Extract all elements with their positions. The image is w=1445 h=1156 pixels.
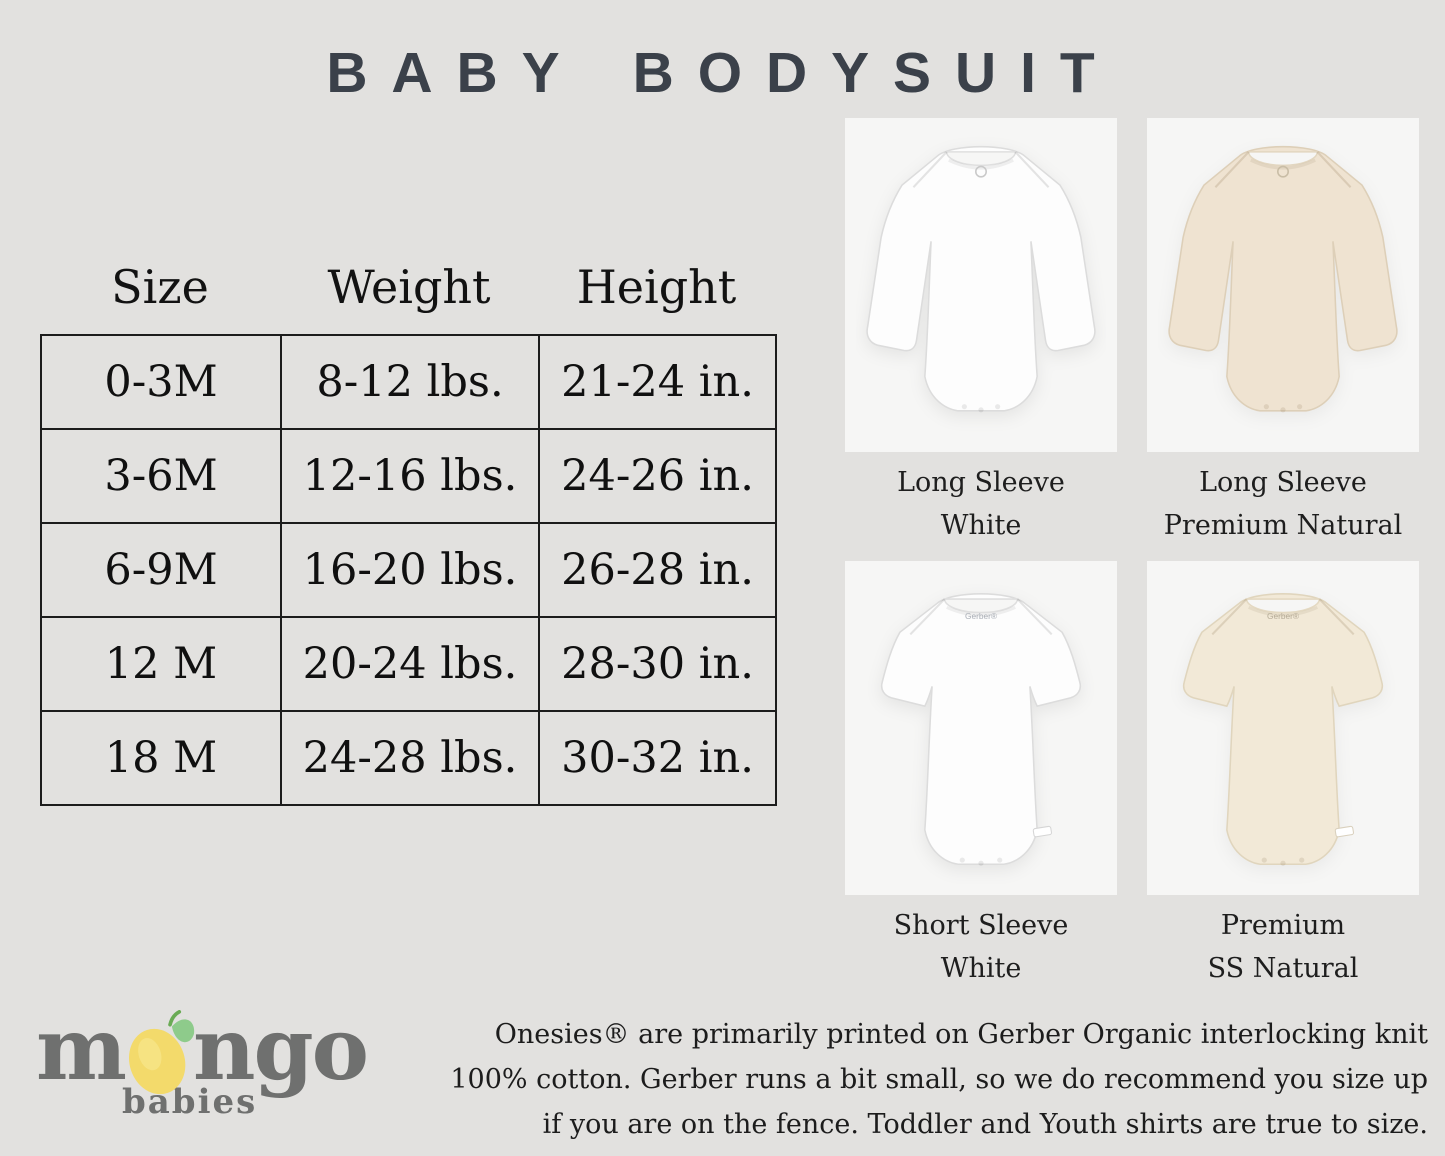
- column-header-size: Size: [111, 260, 209, 314]
- weight-cell: 24-28 lbs.: [280, 710, 540, 806]
- gerber-neck-label: Gerber®: [965, 611, 997, 621]
- footnote-line: 100% cotton. Gerber runs a bit small, so…: [450, 1064, 1428, 1095]
- mango-icon: [128, 1010, 195, 1095]
- product-caption-line2: White: [940, 953, 1022, 984]
- product-card-short-sleeve-white: Gerber® Short Sleeve White: [845, 561, 1117, 1004]
- footnote-line: Onesies® are primarily printed on Gerber…: [494, 1019, 1428, 1050]
- product-caption-line1: Long Sleeve: [1199, 467, 1367, 498]
- product-caption-line2: White: [940, 510, 1022, 541]
- size-cell: 18 M: [40, 710, 282, 806]
- page-title: BABY BODYSUIT: [326, 41, 1119, 105]
- size-chart-table: 0-3M 8-12 lbs. 21-24 in. 3-6M 12-16 lbs.…: [40, 334, 777, 806]
- product-card-long-sleeve-premium-natural: Long Sleeve Premium Natural: [1147, 118, 1419, 561]
- product-card-long-sleeve-white: Long Sleeve White: [845, 118, 1117, 561]
- product-caption: Premium SS Natural: [1208, 895, 1359, 1004]
- size-chart: Size Weight Height 0-3M 8-12 lbs. 21-24 …: [40, 252, 777, 806]
- size-cell: 0-3M: [40, 334, 282, 430]
- brand-name: m ngo: [36, 996, 369, 1100]
- column-header-weight: Weight: [327, 260, 491, 314]
- brand-logo: m ngo babies: [36, 996, 369, 1122]
- weight-cell: 8-12 lbs.: [280, 334, 540, 430]
- side-hem-tag: [1032, 825, 1052, 838]
- size-cell: 12 M: [40, 616, 282, 712]
- footnote: Onesies® are primarily printed on Gerber…: [450, 1012, 1428, 1147]
- product-gallery: Long Sleeve White Long Sleeve: [845, 118, 1419, 1004]
- product-caption-line2: Premium Natural: [1163, 510, 1403, 541]
- product-caption: Long Sleeve Premium Natural: [1164, 452, 1402, 561]
- height-cell: 30-32 in.: [538, 710, 777, 806]
- product-photo: Gerber®: [845, 561, 1117, 895]
- footnote-line: if you are on the fence. Toddler and You…: [542, 1109, 1428, 1140]
- weight-cell: 12-16 lbs.: [280, 428, 540, 524]
- table-row: 0-3M 8-12 lbs. 21-24 in.: [40, 334, 777, 430]
- product-photo: [1147, 118, 1419, 452]
- neck-logo-mark: [1277, 165, 1289, 178]
- size-chart-header-row: Size Weight Height: [40, 252, 775, 322]
- height-cell: 26-28 in.: [538, 522, 777, 618]
- product-caption: Long Sleeve White: [897, 452, 1065, 561]
- height-cell: 28-30 in.: [538, 616, 777, 712]
- brand-name-suffix: ngo: [193, 998, 369, 1100]
- height-cell: 21-24 in.: [538, 334, 777, 430]
- neck-logo-mark: [975, 165, 987, 178]
- table-row: 3-6M 12-16 lbs. 24-26 in.: [40, 428, 777, 524]
- product-photo: [845, 118, 1117, 452]
- product-card-premium-ss-natural: Gerber® Premium SS Natural: [1147, 561, 1419, 1004]
- size-cell: 3-6M: [40, 428, 282, 524]
- long-sleeve-bodysuit-illustration: [866, 145, 1096, 413]
- short-sleeve-bodysuit-illustration: Gerber®: [1182, 593, 1384, 866]
- product-photo: Gerber®: [1147, 561, 1419, 895]
- product-caption-line1: Long Sleeve: [897, 467, 1065, 498]
- height-cell: 24-26 in.: [538, 428, 777, 524]
- brand-name-prefix: m: [36, 998, 127, 1100]
- weight-cell: 16-20 lbs.: [280, 522, 540, 618]
- product-caption-line2: SS Natural: [1207, 953, 1359, 984]
- table-row: 12 M 20-24 lbs. 28-30 in.: [40, 616, 777, 712]
- gerber-neck-label: Gerber®: [1267, 611, 1299, 621]
- long-sleeve-bodysuit-illustration: [1168, 145, 1398, 413]
- table-row: 6-9M 16-20 lbs. 26-28 in.: [40, 522, 777, 618]
- product-caption: Short Sleeve White: [894, 895, 1069, 1004]
- side-hem-tag: [1334, 825, 1354, 838]
- table-row: 18 M 24-28 lbs. 30-32 in.: [40, 710, 777, 806]
- product-caption-line1: Short Sleeve: [893, 910, 1069, 941]
- size-cell: 6-9M: [40, 522, 282, 618]
- weight-cell: 20-24 lbs.: [280, 616, 540, 712]
- column-header-height: Height: [576, 260, 737, 314]
- product-caption-line1: Premium: [1220, 910, 1346, 941]
- short-sleeve-bodysuit-illustration: Gerber®: [880, 593, 1082, 866]
